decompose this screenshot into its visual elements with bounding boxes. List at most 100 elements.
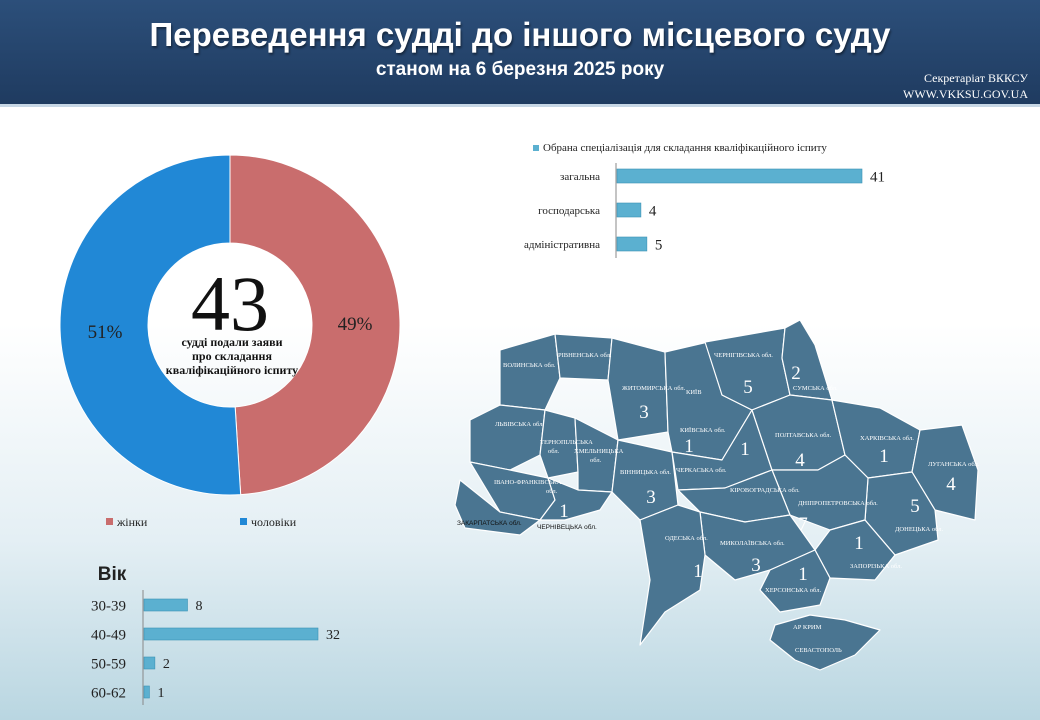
region-dnipro <box>771 454 869 531</box>
map-count-label: 1 <box>798 564 808 585</box>
map-region-label: ЖИТОМИРСЬКА обл. <box>622 385 686 392</box>
map-region-label: АР КРИМ <box>793 624 822 631</box>
age-bar <box>143 598 188 612</box>
map-region-label: обл. <box>590 457 602 464</box>
map-count-label: 3 <box>751 555 761 576</box>
age-chart-title: Вік <box>98 564 127 585</box>
map-region-label: ХМЕЛЬНИЦЬКА <box>574 448 624 455</box>
map-region-label: ІВАНО-ФРАНКІВСЬКА <box>494 479 562 486</box>
spec-legend-label: Обрана спеціалізація для складання квалі… <box>543 142 827 154</box>
donut-center-line2: про складання <box>192 349 272 363</box>
org-credit: Секретаріат ВККСУ WWW.VKKSU.GOV.UA <box>903 70 1028 102</box>
age-bar <box>143 685 150 699</box>
map-label-zakarpattia: ЗАКАРПАТСЬКА обл. <box>457 519 522 527</box>
region-lviv <box>469 404 546 471</box>
page-subtitle: станом на 6 березня 2025 року <box>375 59 665 80</box>
legend-men-label: чоловіки <box>251 515 297 529</box>
map-region-label: ВОЛИНСЬКА обл. <box>503 362 556 369</box>
region-kherson <box>759 549 831 613</box>
map-count-label: 1 <box>693 561 703 582</box>
map-count-label: 1 <box>684 436 694 457</box>
legend-men-swatch <box>240 518 247 525</box>
region-ternopil <box>539 409 579 479</box>
header-banner: Переведення судді до іншого місцевого су… <box>0 0 1040 104</box>
map-region-label: ЧЕРКАСЬКА обл. <box>676 467 727 474</box>
age-category-label: 60-62 <box>91 685 126 701</box>
map-region-label: ЛУГАНСЬКА обл. <box>928 461 980 468</box>
age-category-label: 50-59 <box>91 656 126 672</box>
map-region-label: ЗАПОРІЗЬКА обл. <box>850 563 902 570</box>
region-ivano-frankivsk <box>469 461 556 521</box>
map-count-label: 2 <box>791 363 801 384</box>
region-luhansk <box>911 424 979 521</box>
map-count-label: 1 <box>559 501 569 522</box>
map-count-label: 3 <box>646 487 656 508</box>
map-region-label: СЕВАСТОПОЛЬ <box>795 647 842 654</box>
map-region-label: КІРОВОГРАДСЬКА обл. <box>730 487 800 494</box>
spec-value-label: 4 <box>649 203 657 219</box>
map-region-label: ДНІПРОПЕТРОВСЬКА обл. <box>798 500 878 507</box>
spec-legend-swatch <box>533 145 539 151</box>
age-value-label: 32 <box>326 628 340 643</box>
donut-center-number: 43 <box>191 260 269 347</box>
region-khmelnytskyi <box>574 417 619 493</box>
map-region-label: обл. <box>548 448 560 455</box>
map-region-label: КИЇВСЬКА обл. <box>680 427 726 434</box>
age-bar <box>143 656 156 670</box>
region-zakarpattia <box>454 479 541 536</box>
donut-center-line3: кваліфікаційного іспиту <box>166 363 298 377</box>
org-website: WWW.VKKSU.GOV.UA <box>903 87 1028 101</box>
region-donetsk <box>864 471 939 556</box>
donut-label-women: 49% <box>338 314 373 335</box>
map-region-label: ДОНЕЦЬКА обл. <box>895 526 944 533</box>
map-region-label: ХЕРСОНСЬКА обл. <box>765 587 821 594</box>
region-rivne <box>554 333 613 381</box>
map-region-label: ЧЕРНІГІВСЬКА обл. <box>714 352 773 359</box>
age-category-label: 40-49 <box>91 627 126 643</box>
spec-category-label: адміністративна <box>524 239 600 251</box>
map-count-label: 1 <box>879 446 889 467</box>
map-region-label: обл. <box>546 488 558 495</box>
spec-value-label: 5 <box>655 237 663 253</box>
map-count-label: 1 <box>854 533 864 554</box>
region-chernihiv <box>704 327 791 411</box>
map-region-label: РІВНЕНСЬКА обл. <box>558 352 612 359</box>
region-zhytomyr <box>607 337 669 441</box>
donut-slice-men <box>59 154 242 496</box>
map-region-label: ОДЕСЬКА обл. <box>665 535 708 542</box>
map-territory <box>454 319 979 671</box>
map-region-label: КИЇВ <box>686 389 702 396</box>
map-region-label: СУМСЬКА обл. <box>793 385 838 392</box>
header-divider <box>0 104 1040 107</box>
region-mykolaiv <box>699 511 816 581</box>
age-category-label: 30-39 <box>91 598 126 614</box>
region-volyn <box>499 333 561 411</box>
donut-slice-women <box>229 154 401 496</box>
region-odesa <box>639 504 706 646</box>
region-crimea <box>769 614 881 671</box>
region-chernivtsi <box>539 477 613 521</box>
map-count-label: 5 <box>910 496 920 517</box>
map-count-label: 4 <box>795 450 805 471</box>
page-title: Переведення судді до іншого місцевого су… <box>149 16 891 53</box>
spec-bar <box>616 236 648 252</box>
region-zaporizhzhia <box>814 519 896 581</box>
donut-center-line1: судді подали заяви <box>182 335 283 349</box>
age-bar <box>143 627 319 641</box>
age-value-label: 2 <box>163 657 170 672</box>
age-value-label: 1 <box>157 686 164 701</box>
map-count-label: 4 <box>946 474 956 495</box>
map-count-label: 5 <box>743 377 753 398</box>
region-sumy <box>781 319 833 401</box>
map-count-label: 1 <box>740 439 750 460</box>
spec-category-label: загальна <box>560 171 600 183</box>
map-region-label: ТЕРНОПІЛЬСЬКА <box>540 439 593 446</box>
map-count-label: 3 <box>639 402 649 423</box>
spec-bar <box>616 168 863 184</box>
donut-label-men: 51% <box>88 322 123 343</box>
age-value-label: 8 <box>196 599 203 614</box>
region-kirovohrad <box>677 469 791 523</box>
